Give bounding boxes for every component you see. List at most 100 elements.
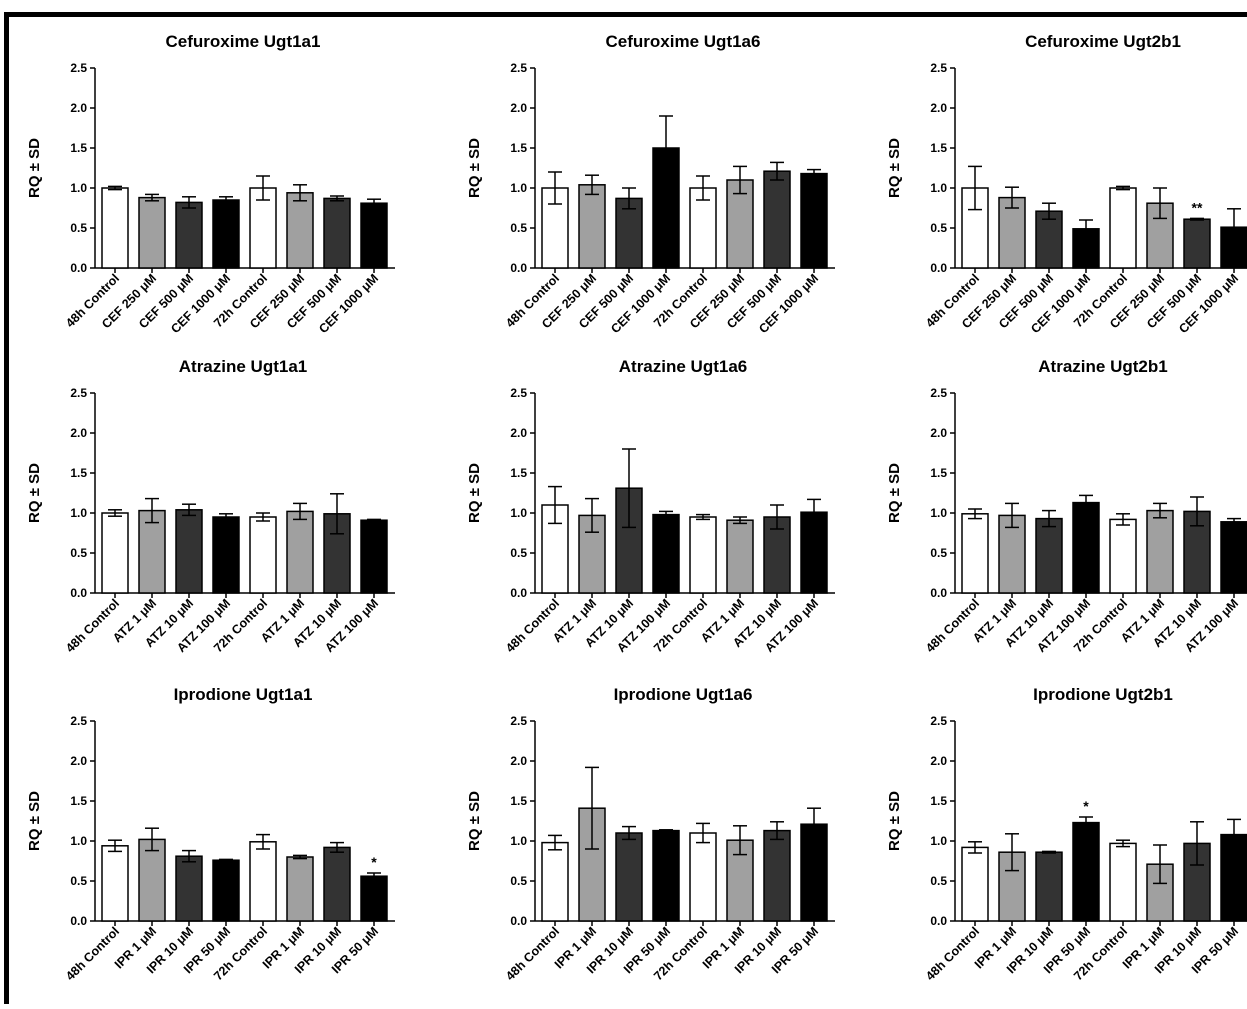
- bar: [249, 516, 277, 594]
- y-axis-label: RQ ± SD: [466, 463, 483, 523]
- y-tick-label: 0.0: [70, 261, 87, 275]
- y-tick-label: 2.0: [510, 754, 527, 768]
- chart-title: Iprodione Ugt1a6: [614, 685, 753, 704]
- bar: [360, 875, 388, 922]
- bar: [175, 201, 203, 269]
- y-tick-label: 2.5: [70, 61, 87, 75]
- y-tick-label: 2.5: [930, 61, 947, 75]
- error-bar: [733, 165, 747, 195]
- error-bar: [1153, 844, 1167, 885]
- y-tick-label: 2.0: [70, 101, 87, 115]
- chart-panel: Atrazine Ugt1a1 RQ ± SD 0.0 0.5 1.0 1.5 2.0 2.5…: [26, 357, 395, 655]
- bar: [615, 832, 643, 922]
- bar: [763, 170, 791, 269]
- y-tick-label: 1.5: [70, 466, 87, 480]
- error-bar: [145, 497, 159, 524]
- chart-panel: Iprodione Ugt1a1 RQ ± SD 0.0 0.5 1.0 1.5 2.0 2.…: [26, 685, 395, 983]
- error-bar: [659, 829, 673, 833]
- chart-panel: Atrazine Ugt1a6 RQ ± SD 0.0 0.5 1.0 1.5 2.0 2.5…: [466, 357, 835, 655]
- bar: [323, 197, 351, 269]
- y-tick-label: 2.5: [70, 386, 87, 400]
- chart-title: Cefuroxime Ugt2b1: [1025, 32, 1181, 51]
- bar: [175, 855, 203, 922]
- chart-panel: Iprodione Ugt2b1 RQ ± SD 0.0 0.5 1.0 1.5 2.0 2.…: [886, 685, 1247, 983]
- error-bar: [293, 502, 307, 521]
- y-tick-label: 2.0: [930, 754, 947, 768]
- bar: [138, 838, 166, 922]
- bar: [1183, 218, 1211, 269]
- error-bar: [182, 849, 196, 863]
- significance-marker: *: [1083, 798, 1089, 814]
- error-bar: [807, 168, 821, 179]
- error-bar: [293, 184, 307, 202]
- y-tick-label: 1.0: [510, 834, 527, 848]
- error-bar: [968, 165, 982, 211]
- y-tick-label: 2.0: [510, 426, 527, 440]
- bar: [1220, 521, 1247, 594]
- y-tick-label: 1.5: [930, 794, 947, 808]
- error-bar: [256, 833, 270, 850]
- error-bar: [108, 509, 122, 517]
- error-bar: [330, 195, 344, 202]
- y-tick-label: 0.5: [930, 546, 947, 560]
- y-tick-label: 2.0: [70, 426, 87, 440]
- y-tick-label: 2.0: [510, 101, 527, 115]
- bar: [286, 510, 314, 594]
- error-bar: [219, 196, 233, 204]
- bar: [1109, 518, 1137, 594]
- y-tick-label: 2.5: [510, 61, 527, 75]
- bar: [1035, 517, 1063, 594]
- y-tick-label: 1.0: [510, 181, 527, 195]
- chart-title: Iprodione Ugt1a1: [174, 685, 313, 704]
- error-bar: [1042, 202, 1056, 220]
- error-bar: [548, 834, 562, 851]
- bar: [615, 197, 643, 269]
- y-tick-label: 0.5: [510, 221, 527, 235]
- error-bar: [696, 175, 710, 201]
- y-tick-label: 1.0: [930, 834, 947, 848]
- error-bar: [1116, 513, 1130, 526]
- y-tick-label: 0.5: [70, 874, 87, 888]
- bar: [1035, 851, 1063, 922]
- chart-title: Cefuroxime Ugt1a6: [606, 32, 761, 51]
- y-tick-label: 1.0: [70, 834, 87, 848]
- y-tick-label: 0.5: [930, 874, 947, 888]
- error-bar: [182, 503, 196, 517]
- y-tick-label: 1.0: [930, 506, 947, 520]
- error-bar: [1079, 219, 1093, 239]
- y-tick-label: 2.0: [70, 754, 87, 768]
- y-tick-label: 0.0: [930, 261, 947, 275]
- error-bar: [968, 841, 982, 854]
- bar: [652, 829, 680, 922]
- error-bar: [1227, 517, 1241, 526]
- error-bar: [145, 827, 159, 852]
- error-bar: [770, 161, 784, 181]
- error-bar: [548, 171, 562, 205]
- bar: [961, 846, 989, 922]
- error-bar: [733, 516, 747, 525]
- error-bar: [108, 839, 122, 853]
- y-tick-label: 0.0: [930, 914, 947, 928]
- error-bar: [659, 510, 673, 519]
- error-bar: [585, 766, 599, 850]
- error-bar: [733, 825, 747, 856]
- chart-title: Cefuroxime Ugt1a1: [166, 32, 321, 51]
- y-tick-label: 1.5: [70, 794, 87, 808]
- x-tick-label: 48h Control: [923, 596, 982, 655]
- bar: [689, 516, 717, 594]
- significance-marker: **: [1192, 199, 1203, 215]
- error-bar: [367, 872, 381, 881]
- bar: [800, 172, 828, 269]
- y-tick-label: 1.5: [510, 141, 527, 155]
- error-bar: [696, 822, 710, 844]
- error-bar: [108, 185, 122, 191]
- error-bar: [1190, 821, 1204, 866]
- error-bar: [622, 825, 636, 841]
- y-axis-label: RQ ± SD: [886, 138, 903, 198]
- y-tick-label: 1.0: [70, 506, 87, 520]
- y-tick-label: 2.5: [510, 386, 527, 400]
- y-axis-label: RQ ± SD: [886, 463, 903, 523]
- bar: [1220, 833, 1247, 922]
